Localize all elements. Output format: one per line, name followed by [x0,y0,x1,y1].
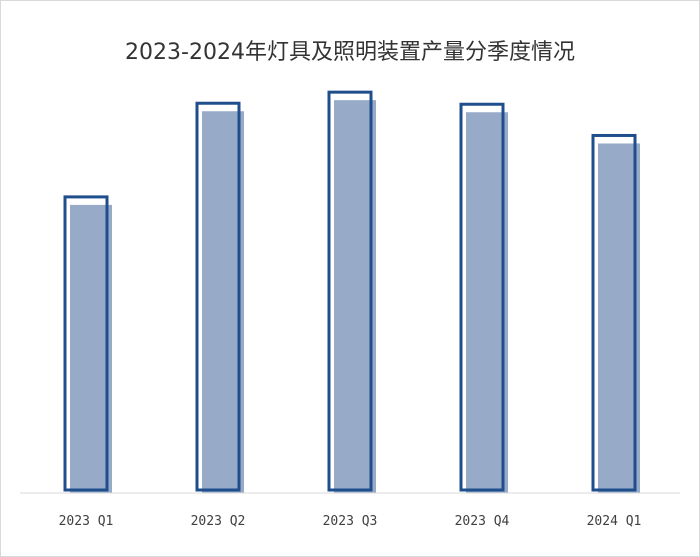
bar [70,204,112,493]
bar-outline [195,101,241,492]
bar-outline [459,102,505,492]
bar-outline [591,133,637,492]
bar [598,143,640,493]
x-tick-labels: 2023 Q1 2023 Q2 2023 Q3 2023 Q4 2024 Q1 [59,514,642,529]
bar [202,111,244,493]
bar [334,100,376,494]
chart-title: 2023-2024年灯具及照明装置产量分季度情况 [125,40,575,65]
bar-outline [327,90,373,492]
x-tick-label: 2023 Q4 [455,514,510,529]
bars-group [63,90,640,494]
x-tick-label: 2023 Q3 [323,514,378,529]
bar [466,112,508,493]
x-tick-label: 2023 Q2 [191,514,246,529]
x-tick-label: 2023 Q1 [59,514,114,529]
bar-outline [63,195,109,492]
x-tick-label: 2024 Q1 [587,514,642,529]
